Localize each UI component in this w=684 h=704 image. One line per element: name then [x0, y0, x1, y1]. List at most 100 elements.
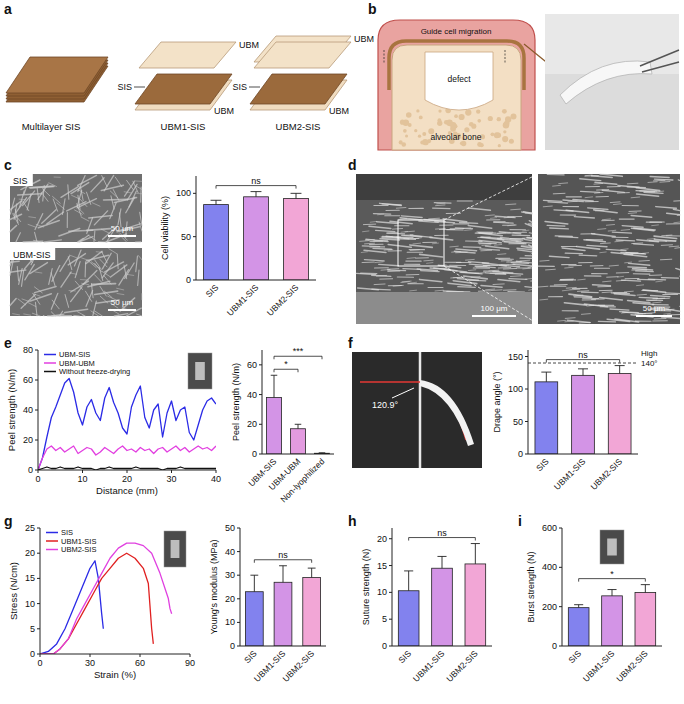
fiber: [660, 181, 670, 183]
tick: [389, 565, 392, 566]
fiber: [485, 246, 508, 249]
error-bar: [271, 375, 278, 397]
legend-swatch: [46, 549, 58, 551]
significance-bracket: [216, 186, 296, 189]
fiber: [78, 312, 86, 316]
fiber: [87, 229, 111, 231]
bone: [392, 45, 521, 150]
fiber: [607, 186, 620, 187]
error-cap: [308, 568, 316, 569]
fiber: [388, 250, 401, 251]
axis-title: Drape angle (°): [492, 371, 502, 432]
leader: [249, 87, 260, 88]
fiber: [660, 259, 671, 261]
fiber: [586, 186, 600, 187]
fiber: [408, 283, 423, 284]
tick-label: 80: [23, 345, 33, 355]
caption: Guide cell migration: [421, 27, 492, 36]
line: [40, 561, 103, 654]
fiber: [465, 259, 474, 261]
fiber: [596, 196, 608, 197]
bone-pore: [497, 117, 501, 121]
fiber: [653, 180, 664, 182]
legend-swatch: [46, 540, 58, 542]
fiber: [67, 212, 68, 227]
error-bar: [211, 200, 222, 204]
fiber: [562, 310, 578, 311]
angle-pointer: [392, 388, 414, 398]
fiber: [86, 251, 102, 263]
significance-bracket: [579, 579, 646, 582]
fiber: [91, 311, 99, 316]
fiber: [65, 309, 88, 312]
fiber: [597, 189, 609, 190]
significance-label: *: [610, 569, 614, 579]
fiber: [136, 256, 138, 272]
fiber: [364, 250, 386, 252]
fiber: [406, 274, 419, 275]
sheet: [250, 74, 347, 104]
bone-pore: [502, 109, 507, 114]
fiber: [598, 321, 615, 323]
fiber: [138, 256, 142, 260]
fiber: [126, 197, 135, 213]
fiber: [579, 262, 593, 263]
axis-title: Young's modulus (MPa): [209, 540, 219, 635]
tick: [193, 193, 196, 194]
fiber: [612, 232, 631, 233]
marks: [245, 566, 320, 646]
fiber: [529, 245, 532, 247]
fiber: [663, 294, 678, 295]
fiber: [649, 274, 661, 275]
fiber: [10, 260, 19, 263]
fiber: [92, 283, 116, 285]
error-stem: [298, 424, 299, 428]
fiber: [410, 235, 432, 237]
fiber: [405, 231, 414, 233]
tick-label: 10: [225, 617, 235, 627]
fiber: [114, 314, 127, 316]
bone-pore: [505, 138, 508, 141]
significance-label: ns: [437, 528, 447, 538]
error-stem: [408, 571, 409, 591]
sheet: [135, 74, 232, 104]
fiber: [633, 269, 653, 270]
bone-pore: [504, 121, 510, 127]
error-bar: [471, 544, 480, 564]
bar: [602, 596, 623, 646]
fiber: [639, 260, 649, 262]
fiber: [610, 309, 629, 310]
fiber: [478, 242, 496, 244]
tick-label: 10: [77, 474, 87, 484]
tick: [37, 654, 40, 655]
tick-label: 50: [181, 232, 191, 242]
fiber: [569, 294, 592, 297]
fiber: [622, 205, 638, 206]
fiber: [628, 212, 636, 214]
fiber: [85, 262, 87, 277]
fiber: [369, 244, 383, 245]
fiber: [585, 175, 599, 176]
fiber: [369, 226, 391, 228]
fiber: [450, 265, 466, 266]
tick-label: 30: [166, 474, 176, 484]
category-label: SIS: [204, 282, 221, 299]
panel-letter: i: [518, 513, 522, 529]
threshold-label: 140°: [641, 359, 658, 368]
fiber: [81, 217, 89, 221]
membrane-photo: [560, 61, 652, 104]
fiber: [362, 262, 374, 263]
fiber: [503, 273, 523, 274]
tick: [90, 654, 91, 657]
bone-pore: [459, 114, 465, 120]
x-axis: [240, 646, 326, 647]
tick: [140, 654, 141, 657]
y-axis: [262, 350, 263, 454]
fiber: [633, 273, 649, 275]
label: 100 μm: [481, 304, 508, 313]
fiber: [616, 272, 628, 273]
tick-label: 400: [542, 562, 557, 572]
significance-bracket: [409, 538, 476, 541]
fiber: [374, 205, 388, 206]
bar: [245, 592, 263, 646]
